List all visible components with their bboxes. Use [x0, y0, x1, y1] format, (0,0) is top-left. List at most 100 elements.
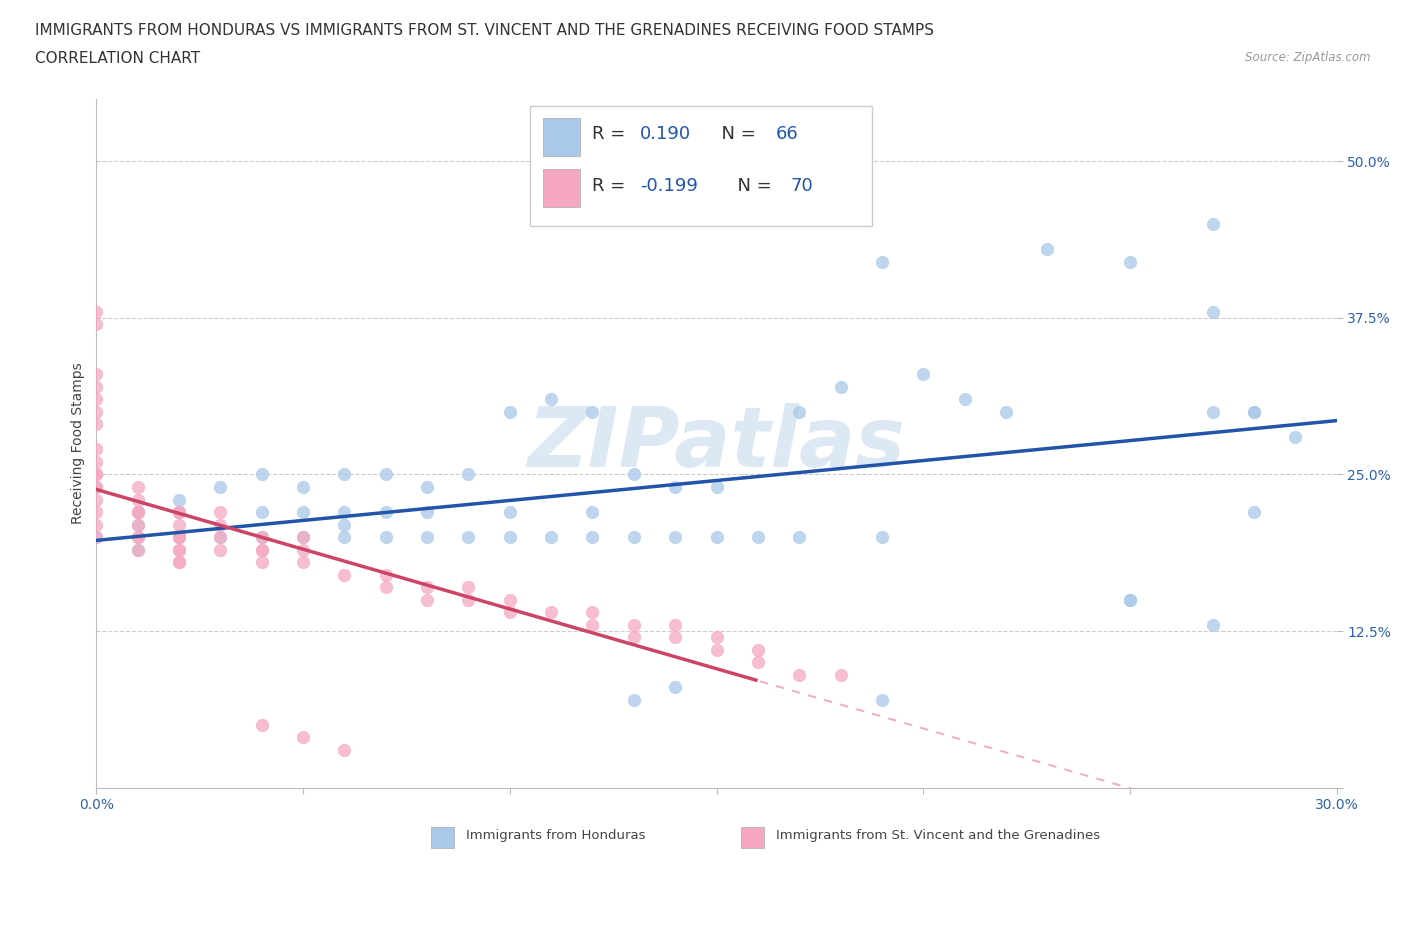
Point [127, 517, 149, 532]
Point [623, 618, 645, 632]
Text: ZIPatlas: ZIPatlas [527, 403, 905, 484]
Point [167, 517, 190, 532]
Point [747, 530, 769, 545]
Y-axis label: Receiving Food Stamps: Receiving Food Stamps [72, 363, 86, 524]
Point [250, 542, 273, 557]
Point [292, 530, 315, 545]
Point [457, 467, 479, 482]
Text: Immigrants from St. Vincent and the Grenadines: Immigrants from St. Vincent and the Gren… [776, 830, 1099, 843]
Point [787, 405, 810, 419]
Bar [543, 169, 581, 207]
Point [1119, 592, 1142, 607]
Point [994, 405, 1017, 419]
Point [706, 480, 728, 495]
Point [830, 668, 852, 683]
Point [209, 542, 232, 557]
Point [250, 542, 273, 557]
Point [499, 405, 522, 419]
Point [623, 530, 645, 545]
Point [167, 505, 190, 520]
Point [209, 530, 232, 545]
Text: CORRELATION CHART: CORRELATION CHART [35, 51, 200, 66]
Point [167, 554, 190, 569]
Point [499, 592, 522, 607]
Point [292, 730, 315, 745]
Point [953, 392, 976, 406]
Text: R =: R = [592, 125, 631, 143]
Point [167, 530, 190, 545]
Point [250, 530, 273, 545]
Text: 0.190: 0.190 [640, 125, 690, 143]
Point [581, 604, 603, 619]
Text: Immigrants from Honduras: Immigrants from Honduras [465, 830, 645, 843]
Point [706, 630, 728, 644]
Point [86, 304, 108, 319]
Point [86, 517, 108, 532]
Point [540, 530, 562, 545]
Point [912, 366, 935, 381]
Point [664, 530, 686, 545]
Point [664, 480, 686, 495]
Point [1284, 430, 1306, 445]
Point [333, 742, 356, 757]
Point [1243, 405, 1265, 419]
Point [333, 567, 356, 582]
Point [1201, 217, 1223, 232]
Point [333, 517, 356, 532]
Point [1243, 505, 1265, 520]
Point [167, 530, 190, 545]
Point [127, 492, 149, 507]
Bar [432, 827, 454, 847]
Text: N =: N = [710, 125, 762, 143]
Text: R =: R = [592, 177, 631, 194]
Point [1119, 592, 1142, 607]
Point [540, 392, 562, 406]
Point [127, 530, 149, 545]
Point [209, 480, 232, 495]
Point [250, 718, 273, 733]
Point [127, 480, 149, 495]
Point [830, 379, 852, 394]
Point [623, 467, 645, 482]
Point [581, 530, 603, 545]
Text: Source: ZipAtlas.com: Source: ZipAtlas.com [1246, 51, 1371, 64]
Point [292, 542, 315, 557]
Point [127, 505, 149, 520]
Point [86, 480, 108, 495]
Point [292, 480, 315, 495]
Point [581, 618, 603, 632]
Point [1243, 405, 1265, 419]
Point [127, 542, 149, 557]
Point [86, 530, 108, 545]
Point [127, 505, 149, 520]
Point [333, 505, 356, 520]
Point [292, 554, 315, 569]
Bar [741, 827, 763, 847]
Point [250, 467, 273, 482]
Point [374, 579, 396, 594]
Point [374, 505, 396, 520]
Point [416, 505, 439, 520]
Point [127, 542, 149, 557]
Point [167, 542, 190, 557]
Point [86, 417, 108, 432]
Point [209, 530, 232, 545]
Point [374, 467, 396, 482]
Point [416, 579, 439, 594]
Point [167, 554, 190, 569]
Point [167, 542, 190, 557]
Point [457, 530, 479, 545]
Point [706, 643, 728, 658]
Point [1201, 304, 1223, 319]
Point [706, 530, 728, 545]
Point [86, 366, 108, 381]
Point [623, 693, 645, 708]
Point [333, 467, 356, 482]
Point [747, 655, 769, 670]
Point [457, 579, 479, 594]
Point [499, 604, 522, 619]
Point [86, 467, 108, 482]
Point [86, 392, 108, 406]
Point [581, 505, 603, 520]
Point [1201, 405, 1223, 419]
